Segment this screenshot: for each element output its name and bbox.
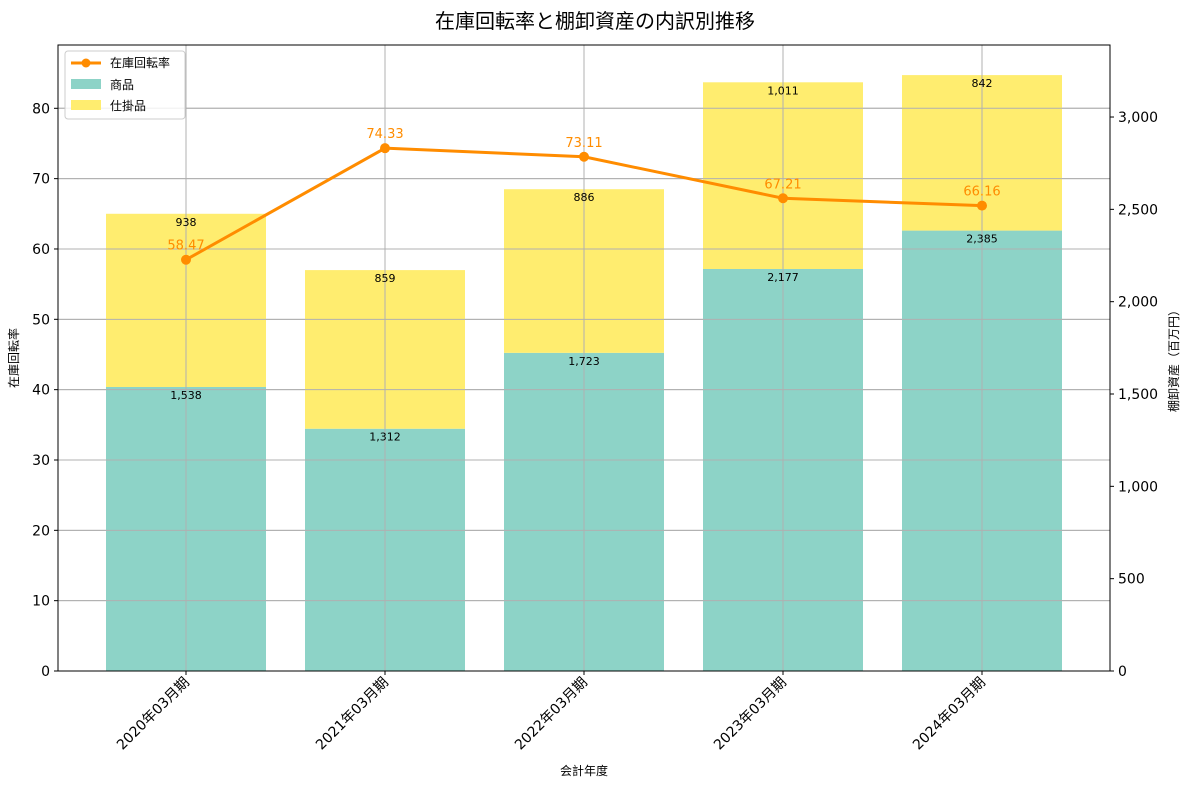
y-left-tick-label: 60 xyxy=(32,242,50,258)
x-tick-label: 2020年03月期 xyxy=(114,675,193,754)
vertical-grid-lines xyxy=(58,45,1110,671)
y-left-tick-label: 40 xyxy=(32,383,50,399)
bar-goods-label: 1,312 xyxy=(369,431,401,444)
y-left-tick-label: 10 xyxy=(32,594,50,610)
turnover-label: 73.11 xyxy=(565,136,602,151)
chart-title: 在庫回転率と棚卸資産の内訳別推移 xyxy=(435,9,755,33)
y-axis-left-label: 在庫回転率 xyxy=(6,328,21,388)
legend-item-wip: 仕掛品 xyxy=(110,98,146,113)
x-tick-label: 2021年03月期 xyxy=(313,675,392,754)
y-right-tick-label: 2,000 xyxy=(1118,295,1158,311)
x-tick-label: 2022年03月期 xyxy=(512,675,591,754)
bar-goods-label: 2,177 xyxy=(767,271,799,284)
turnover-marker xyxy=(977,200,987,211)
bar-goods-label: 1,723 xyxy=(568,355,600,368)
line-series xyxy=(181,143,987,265)
data-labels: 1,538 938 1,312 859 1,723 886 2,177 1,011 2,385 8… xyxy=(167,77,1000,444)
turnover-marker xyxy=(380,143,390,154)
legend-swatch-goods-icon xyxy=(71,79,101,89)
bar-goods-label: 2,385 xyxy=(966,233,998,246)
bar-wip-label: 938 xyxy=(176,216,197,229)
y-right-tick-label: 1,500 xyxy=(1118,387,1158,403)
y-right-tick-label: 3,000 xyxy=(1118,110,1158,126)
y-axis-right-label: 棚卸資産（百万円） xyxy=(1166,304,1181,412)
turnover-label: 58.47 xyxy=(167,239,204,254)
turnover-marker xyxy=(778,193,788,204)
y-right-tick-label: 2,500 xyxy=(1118,202,1158,218)
legend-swatch-wip-icon xyxy=(71,100,101,110)
y-left-tick-label: 30 xyxy=(32,453,50,469)
x-tick-label: 2024年03月期 xyxy=(910,675,989,754)
bar-wip-label: 842 xyxy=(972,77,993,90)
y-left-tick-label: 20 xyxy=(32,523,50,539)
legend-item-turnover: 在庫回転率 xyxy=(110,55,170,70)
y-left-tick-label: 0 xyxy=(41,664,50,680)
bar-wip-label: 1,011 xyxy=(767,84,799,97)
y-axis-right: 0 500 1,000 1,500 2,000 2,500 3,000 xyxy=(1110,110,1158,680)
y-left-tick-label: 80 xyxy=(32,101,50,117)
y-right-tick-label: 500 xyxy=(1118,572,1145,588)
legend: 在庫回転率 商品 仕掛品 xyxy=(64,50,186,120)
y-axis-left: 0 10 20 30 40 50 60 70 80 xyxy=(32,101,58,680)
y-left-tick-label: 70 xyxy=(32,172,50,188)
y-right-tick-label: 0 xyxy=(1118,664,1127,680)
bar-goods-label: 1,538 xyxy=(170,389,202,402)
bar-wip-label: 859 xyxy=(375,272,396,285)
y-right-tick-label: 1,000 xyxy=(1118,479,1158,495)
x-axis-label: 会計年度 xyxy=(560,763,608,778)
turnover-label: 74.33 xyxy=(366,127,403,142)
x-tick-label: 2023年03月期 xyxy=(711,675,790,754)
turnover-label: 66.16 xyxy=(963,185,1000,200)
x-axis: 2020年03月期 2021年03月期 2022年03月期 2023年03月期 2024… xyxy=(114,671,989,753)
turnover-marker xyxy=(579,151,589,162)
legend-item-goods: 商品 xyxy=(110,77,134,92)
turnover-label: 67.21 xyxy=(764,177,801,192)
y-left-tick-label: 50 xyxy=(32,312,50,328)
bar-wip-label: 886 xyxy=(574,191,595,204)
legend-marker-icon xyxy=(81,58,91,68)
turnover-marker xyxy=(181,254,191,265)
